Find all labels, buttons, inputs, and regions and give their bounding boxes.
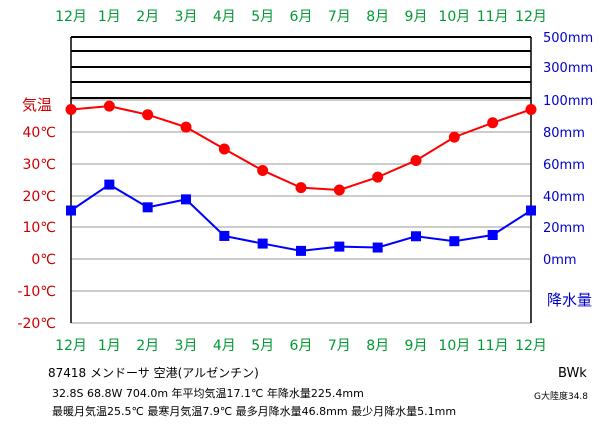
month-label: 12月 bbox=[55, 9, 87, 25]
temperature-tick: 0℃ bbox=[31, 252, 56, 268]
station-stats-line2: 最暖月気温25.5℃ 最寒月気温7.9℃ 最多月降水量46.8mm 最少月降水量… bbox=[52, 405, 457, 418]
precipitation-point bbox=[526, 205, 536, 216]
temperature-point bbox=[295, 182, 307, 194]
temperature-point bbox=[180, 121, 192, 133]
temperature-tick: 20℃ bbox=[22, 189, 56, 205]
temperature-tick: 40℃ bbox=[22, 125, 56, 141]
temperature-point bbox=[448, 131, 460, 143]
precipitation-tick: 40mm bbox=[543, 190, 585, 205]
temperature-series bbox=[65, 100, 537, 196]
month-label: 9月 bbox=[405, 9, 428, 25]
temperature-point bbox=[257, 164, 269, 176]
month-label: 1月 bbox=[98, 338, 121, 354]
temperature-point bbox=[410, 154, 422, 166]
grid-lines bbox=[70, 36, 532, 324]
precipitation-point bbox=[142, 202, 153, 213]
precipitation-point bbox=[411, 231, 421, 242]
month-label: 11月 bbox=[477, 9, 509, 25]
precipitation-tick: 60mm bbox=[543, 158, 585, 173]
precipitation-point bbox=[104, 179, 115, 190]
month-label: 6月 bbox=[290, 338, 313, 354]
month-label: 10月 bbox=[438, 338, 470, 354]
month-label: 7月 bbox=[328, 338, 351, 354]
precipitation-series bbox=[66, 179, 536, 256]
precipitation-point bbox=[296, 245, 306, 256]
precipitation-tick-labels: 500mm 300mm 100mm 80mm 60mm 40mm 20mm 0mm bbox=[543, 31, 593, 268]
temperature-point bbox=[333, 184, 345, 196]
precipitation-point bbox=[66, 205, 76, 216]
month-label: 4月 bbox=[213, 338, 236, 354]
continentality-index: G大陸度34.8 bbox=[534, 392, 589, 402]
month-label: 2月 bbox=[136, 9, 159, 25]
month-label: 10月 bbox=[438, 9, 470, 25]
month-label: 7月 bbox=[328, 9, 351, 25]
precipitation-tick: 0mm bbox=[543, 253, 577, 268]
month-label: 9月 bbox=[405, 338, 428, 354]
temperature-tick: 30℃ bbox=[22, 157, 56, 173]
month-label: 8月 bbox=[366, 9, 389, 25]
month-label: 6月 bbox=[290, 9, 313, 25]
precipitation-point bbox=[334, 241, 345, 252]
precipitation-point bbox=[372, 242, 383, 253]
temperature-point bbox=[487, 117, 499, 129]
temperature-point bbox=[65, 103, 77, 115]
month-label: 2月 bbox=[136, 338, 159, 354]
climate-classification: BWk bbox=[558, 366, 587, 381]
month-label: 5月 bbox=[251, 338, 274, 354]
precipitation-line bbox=[70, 183, 532, 252]
temperature-tick: 10℃ bbox=[22, 220, 56, 236]
temperature-point bbox=[142, 109, 154, 121]
precipitation-tick: 100mm bbox=[543, 94, 593, 109]
precipitation-tick: 20mm bbox=[543, 221, 585, 236]
temperature-tick: -20℃ bbox=[17, 316, 56, 332]
temperature-tick: -10℃ bbox=[17, 284, 56, 300]
month-labels-top: 12月 1月 2月 3月 4月 5月 6月 7月 8月 9月 10月 11月 12月 bbox=[55, 9, 547, 25]
month-label: 5月 bbox=[251, 9, 274, 25]
precipitation-axis-title: 降水量 bbox=[547, 291, 592, 309]
precipitation-tick: 80mm bbox=[543, 126, 585, 141]
month-label: 12月 bbox=[55, 338, 87, 354]
precipitation-tick: 500mm bbox=[543, 31, 593, 46]
temperature-point bbox=[372, 171, 384, 183]
precipitation-point bbox=[487, 229, 498, 240]
month-labels-bottom: 12月 1月 2月 3月 4月 5月 6月 7月 8月 9月 10月 11月 12月 bbox=[55, 338, 547, 354]
month-label: 12月 bbox=[515, 9, 547, 25]
month-label: 11月 bbox=[477, 338, 509, 354]
month-label: 3月 bbox=[175, 338, 198, 354]
temperature-point bbox=[103, 100, 115, 112]
month-label: 4月 bbox=[213, 9, 236, 25]
station-name: 87418 メンドーサ 空港(アルゼンチン) bbox=[48, 366, 259, 380]
month-label: 12月 bbox=[515, 338, 547, 354]
temperature-line bbox=[70, 105, 532, 192]
temperature-point bbox=[218, 143, 230, 155]
precipitation-point bbox=[449, 236, 460, 247]
month-label: 3月 bbox=[175, 9, 198, 25]
temperature-tick-labels: 40℃ 30℃ 20℃ 10℃ 0℃ -10℃ -20℃ bbox=[17, 125, 56, 332]
precipitation-point bbox=[257, 238, 268, 249]
precipitation-tick: 300mm bbox=[543, 61, 593, 76]
month-label: 1月 bbox=[98, 9, 121, 25]
precipitation-point bbox=[219, 230, 230, 241]
station-stats-line1: 32.8S 68.8W 704.0m 年平均気温17.1℃ 年降水量225.4m… bbox=[52, 387, 364, 400]
temperature-point bbox=[525, 103, 537, 115]
month-label: 8月 bbox=[366, 338, 389, 354]
temperature-axis-title: 気温 bbox=[22, 96, 52, 114]
precipitation-point bbox=[181, 194, 191, 205]
